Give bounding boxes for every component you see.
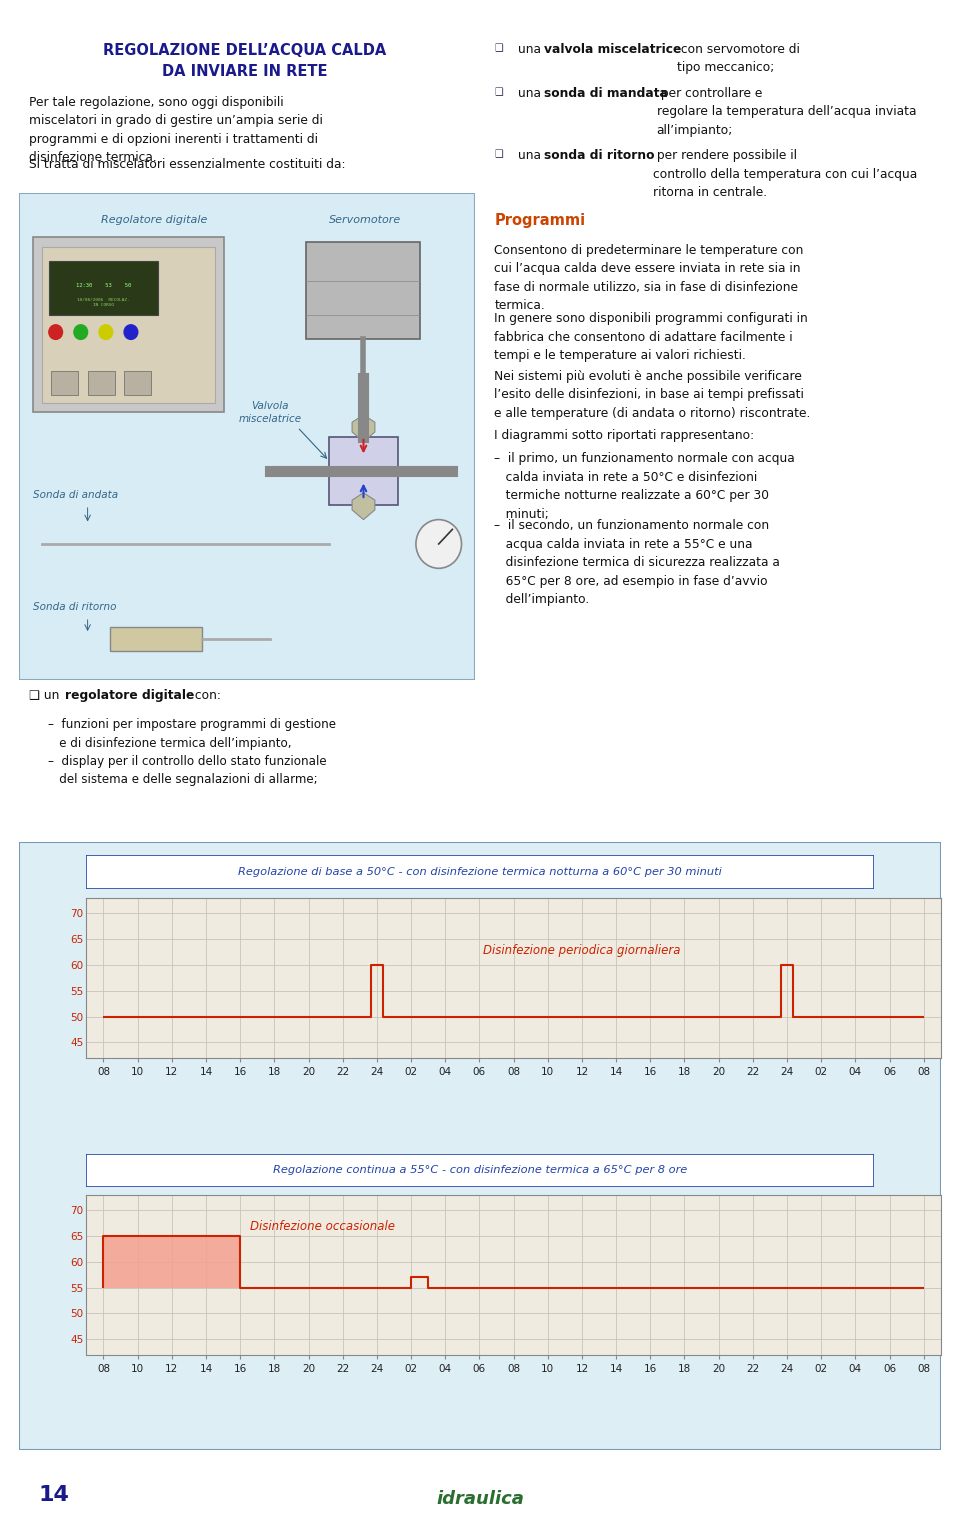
FancyBboxPatch shape bbox=[42, 247, 215, 403]
Text: 12:30    53    50: 12:30 53 50 bbox=[76, 283, 132, 288]
FancyBboxPatch shape bbox=[51, 371, 79, 396]
Text: con servomotore di
tipo meccanico;: con servomotore di tipo meccanico; bbox=[677, 43, 800, 75]
FancyBboxPatch shape bbox=[90, 1158, 877, 1192]
Text: Per tale regolazione, sono oggi disponibili
miscelatori in grado di gestire un’a: Per tale regolazione, sono oggi disponib… bbox=[29, 96, 323, 164]
Text: DA INVIARE IN RETE: DA INVIARE IN RETE bbox=[162, 64, 327, 79]
FancyBboxPatch shape bbox=[33, 237, 225, 412]
Text: Sonda di ritorno: Sonda di ritorno bbox=[33, 603, 116, 612]
Text: ❑: ❑ bbox=[494, 87, 503, 97]
Text: Regolatore digitale: Regolatore digitale bbox=[102, 215, 207, 225]
Text: Regolazione di base a 50°C - con disinfezione termica notturna a 60°C per 30 min: Regolazione di base a 50°C - con disinfe… bbox=[238, 868, 722, 877]
Text: valvola miscelatrice: valvola miscelatrice bbox=[544, 43, 682, 56]
Text: Disinfezione periodica giornaliera: Disinfezione periodica giornaliera bbox=[483, 944, 681, 957]
Circle shape bbox=[99, 324, 112, 339]
Text: per rendere possibile il
controllo della temperatura con cui l’acqua
ritorna in : per rendere possibile il controllo della… bbox=[653, 149, 917, 199]
Text: –  funzioni per impostare programmi di gestione
   e di disinfezione termica del: – funzioni per impostare programmi di ge… bbox=[48, 718, 336, 750]
FancyBboxPatch shape bbox=[49, 262, 158, 315]
Text: In genere sono disponibili programmi configurati in
fabbrica che consentono di a: In genere sono disponibili programmi con… bbox=[494, 312, 808, 362]
Text: REGOLAZIONE DELL’ACQUA CALDA: REGOLAZIONE DELL’ACQUA CALDA bbox=[103, 43, 387, 58]
Polygon shape bbox=[104, 1236, 240, 1288]
Text: sonda di ritorno: sonda di ritorno bbox=[544, 149, 655, 163]
Text: Disinfezione occasionale: Disinfezione occasionale bbox=[251, 1221, 396, 1233]
Text: per controllare e
regolare la temperatura dell’acqua inviata
all’impianto;: per controllare e regolare la temperatur… bbox=[657, 87, 916, 137]
Text: –  il secondo, un funzionamento normale con
   acqua calda inviata in rete a 55°: – il secondo, un funzionamento normale c… bbox=[494, 519, 780, 606]
Circle shape bbox=[49, 324, 62, 339]
Text: ❑ un: ❑ un bbox=[29, 689, 63, 703]
Text: Servomotore: Servomotore bbox=[329, 215, 401, 225]
Text: sonda di mandata: sonda di mandata bbox=[544, 87, 668, 100]
FancyBboxPatch shape bbox=[19, 842, 941, 1450]
Text: idraulica: idraulica bbox=[436, 1490, 524, 1508]
FancyBboxPatch shape bbox=[87, 371, 115, 396]
FancyBboxPatch shape bbox=[306, 242, 420, 339]
FancyBboxPatch shape bbox=[19, 193, 475, 680]
Text: ❑: ❑ bbox=[494, 43, 503, 53]
Text: Nei sistemi più evoluti è anche possibile verificare
l’esito delle disinfezioni,: Nei sistemi più evoluti è anche possibil… bbox=[494, 370, 811, 420]
Text: 14: 14 bbox=[38, 1484, 69, 1505]
FancyBboxPatch shape bbox=[110, 627, 202, 651]
Text: –  il primo, un funzionamento normale con acqua
   calda inviata in rete a 50°C : – il primo, un funzionamento normale con… bbox=[494, 452, 795, 521]
Circle shape bbox=[416, 519, 462, 568]
Text: Consentono di predeterminare le temperature con
cui l’acqua calda deve essere in: Consentono di predeterminare le temperat… bbox=[494, 244, 804, 312]
Text: I diagrammi sotto riportati rappresentano:: I diagrammi sotto riportati rappresentan… bbox=[494, 429, 755, 443]
Text: Sonda di andata: Sonda di andata bbox=[33, 490, 118, 501]
FancyBboxPatch shape bbox=[124, 371, 152, 396]
FancyBboxPatch shape bbox=[329, 437, 397, 505]
Polygon shape bbox=[352, 493, 374, 519]
Text: Si tratta di miscelatori essenzialmente costituiti da:: Si tratta di miscelatori essenzialmente … bbox=[29, 158, 346, 172]
Text: Programmi: Programmi bbox=[494, 213, 586, 228]
Text: con:: con: bbox=[191, 689, 221, 703]
Text: ❑: ❑ bbox=[494, 149, 503, 160]
Text: una: una bbox=[518, 149, 545, 163]
Polygon shape bbox=[352, 416, 374, 441]
FancyBboxPatch shape bbox=[86, 1154, 874, 1187]
Circle shape bbox=[74, 324, 87, 339]
Text: –  display per il controllo dello stato funzionale
   del sistema e delle segnal: – display per il controllo dello stato f… bbox=[48, 755, 326, 787]
Text: una: una bbox=[518, 87, 545, 100]
Text: regolatore digitale: regolatore digitale bbox=[65, 689, 195, 703]
FancyBboxPatch shape bbox=[86, 855, 874, 889]
Text: Valvola
miscelatrice: Valvola miscelatrice bbox=[238, 402, 301, 423]
Text: Regolazione continua a 55°C - con disinfezione termica a 65°C per 8 ore: Regolazione continua a 55°C - con disinf… bbox=[273, 1166, 687, 1175]
FancyBboxPatch shape bbox=[90, 860, 877, 893]
Text: una: una bbox=[518, 43, 545, 56]
Circle shape bbox=[124, 324, 138, 339]
Text: 10/08/2006  RECOLAZ.
IN CORSO: 10/08/2006 RECOLAZ. IN CORSO bbox=[78, 298, 130, 307]
